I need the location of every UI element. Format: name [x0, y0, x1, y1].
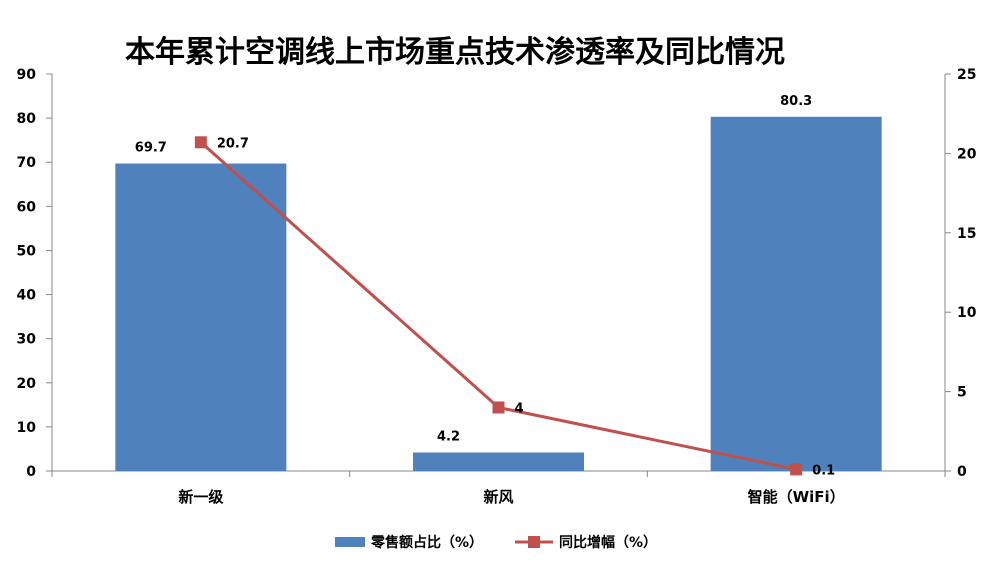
line-value-label: 20.7	[217, 136, 249, 151]
legend-bar-swatch	[335, 537, 365, 547]
category-label: 新风	[483, 488, 513, 506]
category-label: 新一级	[178, 488, 224, 506]
left-tick-label: 50	[17, 243, 37, 259]
line-value-label: 0.1	[812, 463, 835, 478]
data-labels: 69.7 4.2 80.3 20.7 4 0.1	[135, 94, 835, 479]
axes: 0 10 20 30 40 50 60 70 80 90 0 5 10 15 20 25 新一级 新风 智能（WiF…	[17, 67, 977, 506]
line-value-label: 4	[515, 401, 524, 416]
line-marker	[492, 401, 505, 414]
left-tick-label: 30	[17, 332, 37, 348]
line-marker	[790, 463, 803, 476]
left-tick-label: 60	[17, 199, 37, 215]
category-label: 智能（WiFi）	[748, 488, 845, 506]
left-tick-label: 40	[17, 288, 37, 304]
bar-value-label: 80.3	[780, 94, 812, 109]
left-tick-label: 10	[17, 420, 37, 436]
legend-line-marker	[528, 536, 540, 548]
left-tick-label: 90	[17, 67, 37, 83]
bar	[710, 116, 882, 471]
right-tick-label: 20	[957, 146, 977, 162]
legend-line-label: 同比增幅（%）	[559, 534, 657, 551]
bar	[413, 452, 584, 471]
right-tick-label: 5	[957, 385, 967, 401]
left-tick-label: 20	[17, 376, 37, 392]
left-tick-label: 0	[26, 464, 36, 480]
left-tick-label: 80	[17, 111, 37, 127]
line-series	[194, 136, 803, 476]
legend: 零售额占比（%） 同比增幅（%）	[335, 534, 657, 551]
bar-value-label: 69.7	[135, 141, 167, 156]
bar-series	[115, 116, 882, 471]
line-path	[199, 141, 797, 471]
chart-title: 本年累计空调线上市场重点技术渗透率及同比情况	[125, 35, 785, 70]
right-tick-label: 25	[957, 67, 976, 83]
line-marker	[194, 136, 207, 149]
legend-bar-label: 零售额占比（%）	[370, 534, 483, 551]
bar-value-label: 4.2	[437, 429, 460, 444]
right-tick-label: 0	[957, 464, 967, 480]
right-tick-label: 15	[957, 226, 976, 242]
right-tick-label: 10	[957, 305, 977, 321]
left-tick-label: 70	[17, 155, 37, 171]
bar	[115, 163, 287, 471]
